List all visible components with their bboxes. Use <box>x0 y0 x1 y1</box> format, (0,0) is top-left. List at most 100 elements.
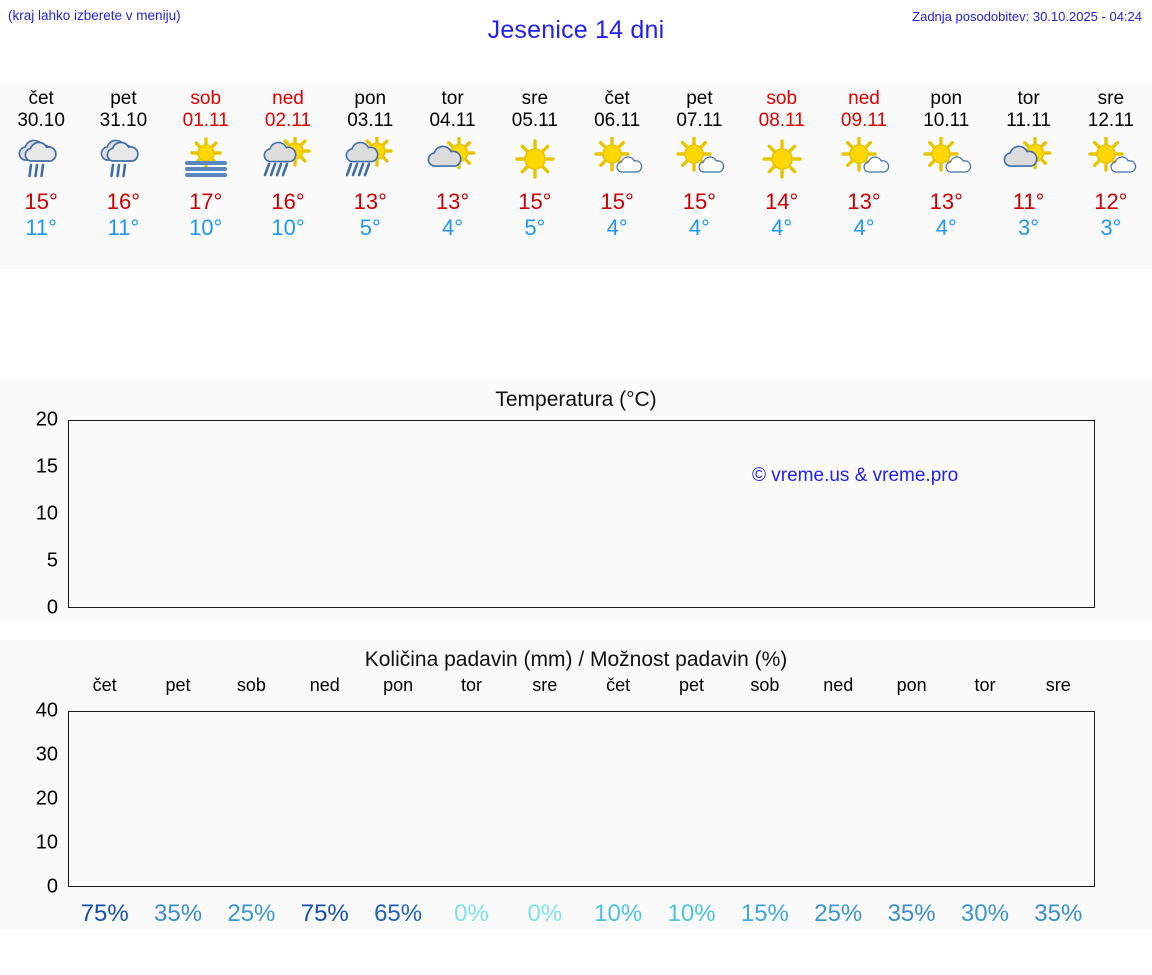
precipitation-probability-13: 35% <box>1034 900 1083 927</box>
precipitation-y-tick-10: 10 <box>35 831 58 854</box>
temp-low-label: 3° <box>1100 215 1122 240</box>
sun-small-cloud-icon <box>1072 135 1150 187</box>
day-column-12.11[interactable]: sre 12.11 12° 3° <box>1072 84 1150 269</box>
day-column-04.11[interactable]: tor 04.11 13° 4° <box>414 84 492 269</box>
temp-high-label: 13° <box>847 189 881 214</box>
temperature-y-tick-5: 5 <box>46 549 58 572</box>
temp-low-label: 4° <box>606 215 628 240</box>
precipitation-x-label-1: pet <box>165 675 191 695</box>
day-of-week-label: pet <box>686 88 713 109</box>
precipitation-x-label-0: čet <box>92 675 117 695</box>
day-date-label: 09.11 <box>840 110 888 131</box>
day-of-week-label: pon <box>354 88 387 109</box>
day-of-week-label: sob <box>766 88 798 109</box>
precipitation-probability-1: 35% <box>154 900 203 927</box>
temperature-plot-frame <box>68 420 1095 608</box>
day-date-label: 02.11 <box>264 110 312 131</box>
day-date-label: 08.11 <box>758 110 805 131</box>
day-date-label: 10.11 <box>923 110 970 131</box>
day-column-06.11[interactable]: čet 06.11 15° 4° <box>578 84 656 269</box>
precipitation-y-tick-20: 20 <box>35 787 58 810</box>
temp-low-label: 10° <box>271 215 305 240</box>
precipitation-probability-11: 35% <box>887 900 936 927</box>
temperature-chart-title: Temperatura (°C) <box>495 388 657 411</box>
temp-high-label: 15° <box>682 189 717 214</box>
precipitation-probability-5: 0% <box>454 900 489 927</box>
temp-high-label: 13° <box>353 189 387 214</box>
temperature-plot <box>68 420 1095 608</box>
day-date-label: 05.11 <box>511 110 558 131</box>
day-column-11.11[interactable]: tor 11.11 11° 3° <box>990 84 1068 269</box>
precipitation-probability-9: 15% <box>740 900 789 927</box>
sun-cloud-rain-icon <box>331 135 409 187</box>
day-date-label: 01.11 <box>182 110 229 131</box>
temp-high-label: 15° <box>24 189 58 214</box>
day-column-30.10[interactable]: čet 30.10 15° 11° <box>2 84 80 269</box>
precipitation-plot <box>68 711 1095 887</box>
day-of-week-label: ned <box>848 88 880 109</box>
temp-high-label: 13° <box>929 189 963 214</box>
day-column-08.11[interactable]: sob 08.11 14° 4° <box>743 84 821 269</box>
day-date-label: 07.11 <box>676 110 723 131</box>
day-of-week-label: sre <box>521 88 549 109</box>
day-column-31.10[interactable]: pet 31.10 16° 11° <box>84 84 162 269</box>
precipitation-y-tick-0: 0 <box>46 875 58 898</box>
precipitation-x-label-12: tor <box>974 675 996 695</box>
day-of-week-label: tor <box>1017 88 1040 109</box>
day-column-07.11[interactable]: pet 07.11 15° 4° <box>660 84 738 269</box>
temp-low-label: 3° <box>1018 215 1040 240</box>
sun-cloud-icon <box>990 135 1068 187</box>
day-of-week-label: pet <box>110 88 137 109</box>
day-column-02.11[interactable]: ned 02.11 16° 10° <box>249 84 327 269</box>
sun-icon <box>496 135 574 187</box>
temp-low-label: 4° <box>935 215 957 240</box>
precipitation-x-label-6: sre <box>532 675 558 695</box>
temp-low-label: 5° <box>524 215 546 240</box>
precipitation-probability-6: 0% <box>527 900 563 927</box>
page-header: (kraj lahko izberete v meniju) Jesenice … <box>0 0 1152 62</box>
precipitation-x-label-9: sob <box>750 675 780 695</box>
precipitation-x-label-7: čet <box>606 675 631 695</box>
day-of-week-label: pon <box>930 88 963 109</box>
day-date-label: 31.10 <box>99 110 148 131</box>
temp-low-label: 5° <box>359 215 381 240</box>
rain-cloud-icon <box>84 135 162 187</box>
sun-cloud-icon <box>414 135 492 187</box>
temp-high-label: 11° <box>1012 189 1045 214</box>
day-column-03.11[interactable]: pon 03.11 13° 5° <box>331 84 409 269</box>
precipitation-probability-8: 10% <box>667 900 716 927</box>
sun-fog-icon <box>167 135 245 187</box>
precipitation-y-tick-30: 30 <box>35 743 58 766</box>
precipitation-x-label-8: pet <box>679 675 705 695</box>
day-column-10.11[interactable]: pon 10.11 13° 4° <box>907 84 985 269</box>
precipitation-y-tick-40: 40 <box>35 699 58 722</box>
precipitation-probability-3: 75% <box>300 900 349 927</box>
day-date-label: 03.11 <box>347 110 394 131</box>
day-column-01.11[interactable]: sob 01.11 17° 10° <box>167 84 245 269</box>
temp-low-label: 4° <box>771 215 793 240</box>
temp-high-label: 16° <box>271 189 305 214</box>
day-column-09.11[interactable]: ned 09.11 13° 4° <box>825 84 903 269</box>
day-of-week-label: čet <box>604 88 630 109</box>
temp-high-label: 15° <box>518 189 552 214</box>
day-date-label: 06.11 <box>594 110 641 131</box>
day-date-label: 04.11 <box>429 110 476 131</box>
temp-high-label: 14° <box>765 189 799 214</box>
sun-icon <box>743 135 821 187</box>
precipitation-x-label-10: ned <box>823 675 854 695</box>
temp-low-label: 11° <box>107 215 140 240</box>
temp-low-label: 4° <box>442 215 464 240</box>
temp-high-label: 15° <box>600 189 634 214</box>
day-of-week-label: tor <box>441 88 464 109</box>
precipitation-probability-12: 30% <box>960 900 1009 927</box>
day-column-05.11[interactable]: sre 05.11 15° 5° <box>496 84 574 269</box>
day-of-week-label: sob <box>190 88 222 109</box>
precipitation-plot-frame <box>68 711 1095 887</box>
menu-hint-link[interactable]: (kraj lahko izberete v meniju) <box>8 8 181 23</box>
precipitation-probability-10: 25% <box>814 900 863 927</box>
temperature-y-tick-15: 15 <box>35 455 58 478</box>
sun-cloud-rain-icon <box>249 135 327 187</box>
temp-high-label: 12° <box>1094 189 1128 214</box>
precipitation-x-label-4: pon <box>383 675 414 695</box>
